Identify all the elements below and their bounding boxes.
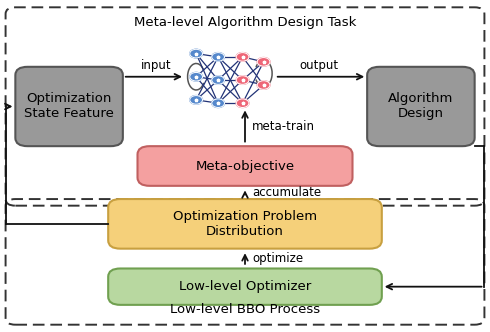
Text: Meta-level Algorithm Design Task: Meta-level Algorithm Design Task — [134, 16, 356, 29]
Text: Algorithm
Design: Algorithm Design — [388, 93, 454, 121]
Circle shape — [190, 96, 202, 104]
Circle shape — [212, 76, 224, 84]
Circle shape — [236, 76, 249, 84]
Text: Low-level Optimizer: Low-level Optimizer — [179, 280, 311, 293]
Circle shape — [190, 49, 202, 58]
Circle shape — [257, 81, 270, 89]
Text: output: output — [299, 59, 338, 72]
FancyBboxPatch shape — [367, 67, 475, 146]
FancyBboxPatch shape — [138, 146, 352, 186]
Text: Meta-objective: Meta-objective — [196, 159, 294, 173]
Circle shape — [190, 72, 202, 81]
Text: meta-train: meta-train — [252, 120, 316, 133]
Text: accumulate: accumulate — [252, 186, 321, 199]
Circle shape — [236, 52, 249, 61]
Text: Optimization Problem
Distribution: Optimization Problem Distribution — [173, 210, 317, 238]
Circle shape — [212, 52, 224, 61]
Text: Optimization
State Feature: Optimization State Feature — [24, 93, 114, 121]
FancyBboxPatch shape — [108, 199, 382, 249]
Text: Low-level BBO Process: Low-level BBO Process — [170, 303, 320, 316]
FancyBboxPatch shape — [108, 269, 382, 305]
Text: input: input — [141, 59, 171, 72]
FancyBboxPatch shape — [15, 67, 123, 146]
Circle shape — [236, 99, 249, 108]
Circle shape — [212, 99, 224, 108]
Text: optimize: optimize — [252, 252, 303, 265]
Circle shape — [257, 57, 270, 66]
